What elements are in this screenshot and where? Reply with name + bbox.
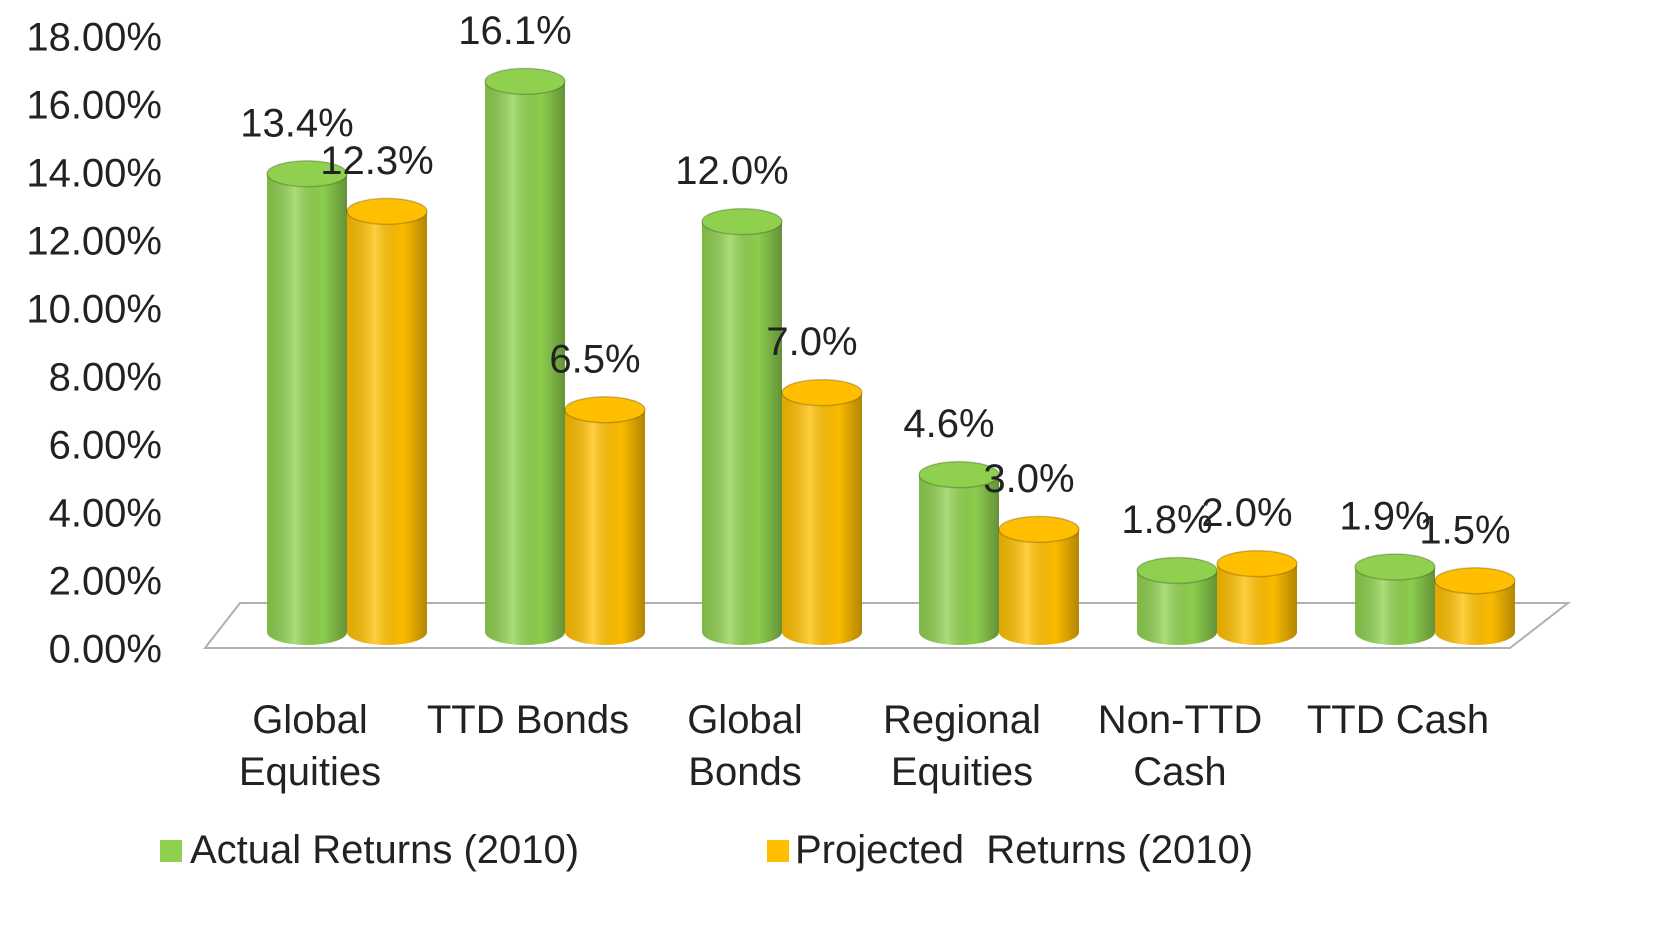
value-label: 4.6% [903,402,994,446]
legend-label: Actual Returns (2010) [190,828,580,872]
bar-top [1216,549,1298,578]
y-tick-label: 0.00% [49,628,162,672]
y-tick-label: 6.00% [49,424,162,468]
bar-shading [485,68,565,645]
y-tick-label: 4.00% [49,492,162,536]
y-tick-label: 14.00% [26,152,162,196]
bar-top [484,67,566,96]
x-tick-label: Non-TTD Cash [1097,698,1263,794]
bar-top [918,460,1000,489]
bar-shading [999,516,1079,645]
x-tick-label: Global Bonds [687,698,803,794]
bar-shading [267,160,347,645]
x-tick-label: TTD Cash [1306,698,1490,742]
bar-shading [782,379,862,645]
legend-label: Projected Returns (2010) [795,828,1254,872]
bar-top [266,159,348,188]
y-tick-label: 8.00% [49,356,162,400]
value-label: 1.8% [1121,498,1212,542]
y-tick-label: 18.00% [26,16,162,60]
bar-shading [702,208,782,645]
value-label: 13.4% [240,101,353,145]
bar-top [1136,556,1218,585]
x-tick-label: Regional Equities [883,698,1041,794]
legend-swatch [767,840,789,862]
value-label: 12.0% [675,149,788,193]
value-label: 1.9% [1339,495,1430,539]
bar-shading [565,396,645,645]
bar-shading [919,461,999,645]
y-tick-label: 16.00% [26,84,162,128]
bar-top [346,197,428,226]
bar-shading [347,198,427,645]
legend-swatch [160,840,182,862]
value-label: 3.0% [983,457,1074,501]
value-label: 7.0% [766,320,857,364]
value-label: 6.5% [549,337,640,381]
bar-top [1434,566,1516,595]
x-tick-label: Global Equities [238,698,382,794]
y-tick-label: 10.00% [26,288,162,332]
bar-top [998,515,1080,544]
value-label: 2.0% [1201,491,1292,535]
bar-top [564,395,646,424]
bar-top [701,207,783,236]
value-label: 1.5% [1419,508,1510,552]
value-label: 16.1% [458,9,571,53]
y-tick-label: 12.00% [26,220,162,264]
bar-top [781,378,863,407]
y-tick-label: 2.00% [49,560,162,604]
x-tick-label: TTD Bonds [426,698,630,742]
bar-top [1354,553,1436,581]
value-label: 12.3% [320,139,433,183]
